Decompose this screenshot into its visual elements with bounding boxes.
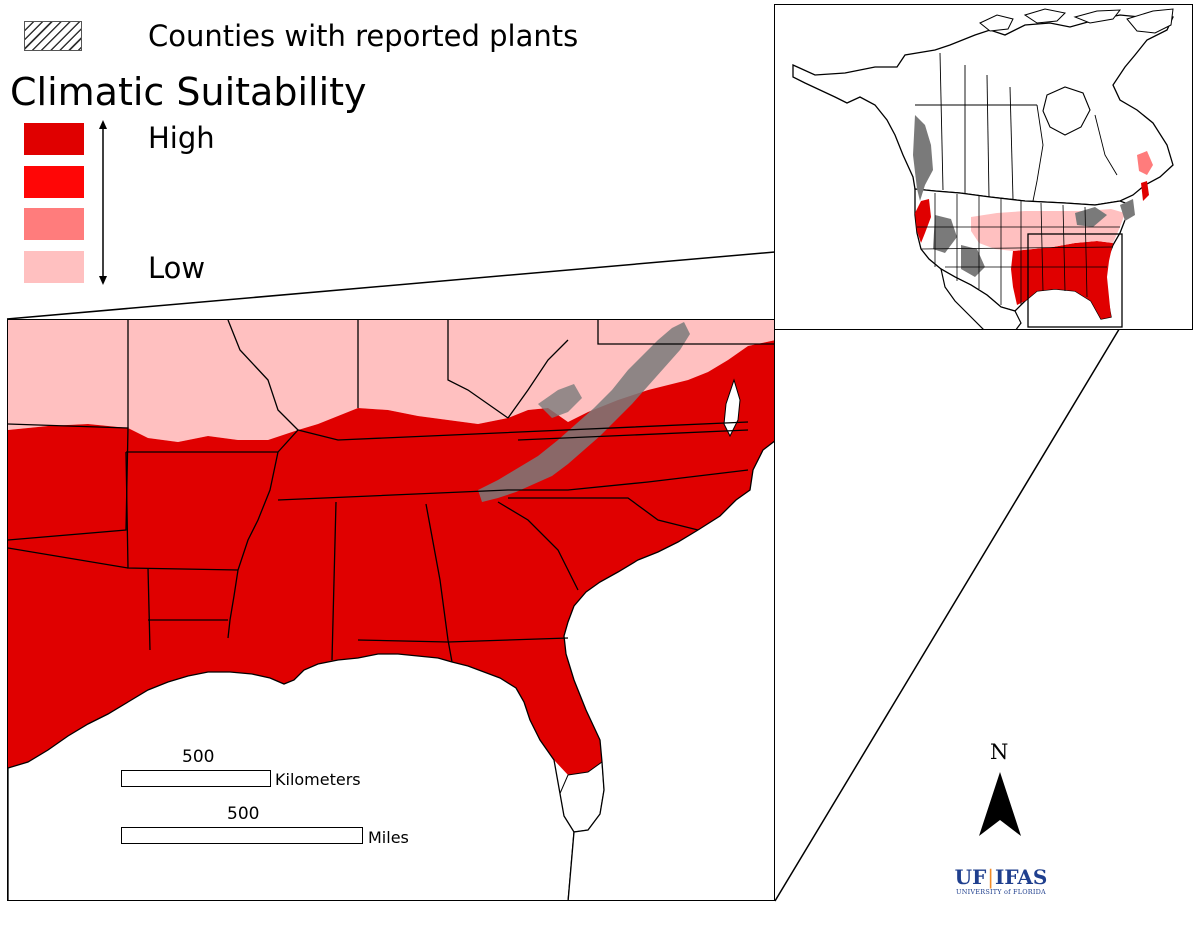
north-arrow-icon: [979, 772, 1021, 836]
legend-double-arrow-icon: [99, 120, 107, 285]
inset-selection-box: [1027, 233, 1123, 328]
legend-hatch-label: Counties with reported plants: [148, 19, 579, 53]
inset-reported-west-2: [933, 215, 957, 253]
logo-subtitle: UNIVERSITY of FLORIDA: [956, 888, 1046, 896]
scale-km-unit: Kilometers: [275, 770, 361, 789]
inset-landmass-north: [792, 12, 1174, 206]
inset-suitability-northeast-2: [1141, 181, 1149, 201]
scale-bar-kilometers: [121, 770, 271, 787]
legend-swatch-high: [24, 123, 84, 155]
legend-swatch-medium-high: [24, 166, 84, 198]
legend-hatch-swatch: [24, 21, 82, 51]
inset-reported-west: [913, 115, 933, 201]
reported-counties-appalachia: [478, 322, 690, 502]
inset-arctic-island-1: [979, 14, 1014, 32]
suitability-low-north: [8, 320, 774, 442]
inset-map-north-america: [774, 4, 1193, 330]
inset-greenland-edge: [1126, 8, 1174, 34]
main-map-southeast-us: [7, 319, 775, 901]
inset-suitability-high-southeast: [1011, 241, 1113, 319]
inset-suitability-northeast: [1137, 151, 1153, 175]
scale-bar-miles: [121, 827, 363, 844]
inset-hudson-bay: [1042, 86, 1091, 136]
legend-swatch-low: [24, 251, 84, 283]
atlantic-ocean-water: [563, 440, 774, 900]
inset-arctic-island-2: [1023, 8, 1067, 24]
inset-suitability-high-west: [915, 199, 931, 243]
logo-wordmark: UF|IFAS: [954, 865, 1048, 889]
inset-reported-ne: [1120, 199, 1135, 221]
inset-landmass-mexico: [940, 267, 1022, 329]
state-boundaries: [8, 320, 774, 663]
scale-km-value: 500: [182, 747, 215, 767]
scale-mi-unit: Miles: [368, 828, 409, 847]
inset-reported-east: [1075, 207, 1107, 227]
legend-low-label: Low: [148, 251, 206, 285]
inset-us-state-lines: [917, 193, 1120, 305]
north-letter: N: [990, 740, 1009, 764]
reported-counties-appalachia-2: [538, 384, 582, 418]
scale-mi-value: 500: [227, 804, 260, 824]
inset-canada-provinces: [915, 52, 1118, 202]
legend-high-label: High: [148, 121, 215, 155]
legend-title: Climatic Suitability: [10, 70, 367, 114]
legend-swatch-medium-low: [24, 208, 84, 240]
inset-arctic-island-3: [1073, 9, 1122, 24]
uf-ifas-logo: UF|IFAS UNIVERSITY of FLORIDA: [946, 866, 1056, 906]
